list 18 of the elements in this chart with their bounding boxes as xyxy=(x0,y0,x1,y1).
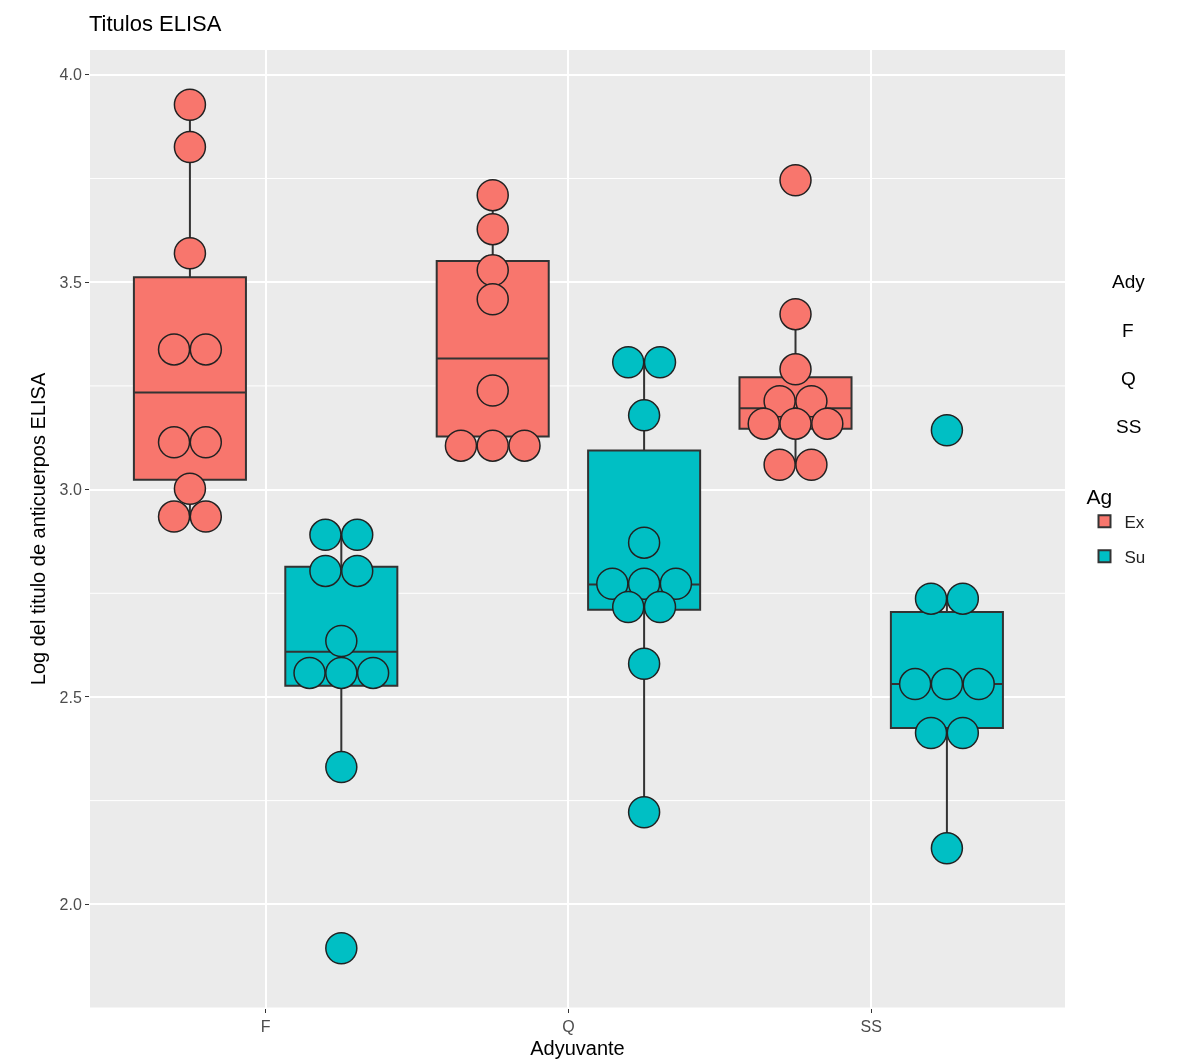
y-tick-label: 4.0 xyxy=(59,66,82,84)
text: F xyxy=(1122,320,1134,341)
x-tick-label: F xyxy=(260,1018,271,1036)
x-axis-title: Adyuvante xyxy=(530,1036,625,1059)
legend-label: Ex xyxy=(1124,512,1145,532)
y-axis-title: Log del titulo de anticuerpos ELISA xyxy=(27,372,50,686)
chart-title: Titulos ELISA xyxy=(88,11,222,37)
y-tick-label: 3.5 xyxy=(59,273,82,291)
y-tick-label: 3.0 xyxy=(59,481,82,499)
x-tick-label: Q xyxy=(562,1018,575,1036)
y-tick-label: 2.5 xyxy=(59,688,82,706)
text: Ady xyxy=(1112,271,1146,292)
legend-label: Su xyxy=(1124,547,1146,567)
y-tick-label: 2.0 xyxy=(59,895,82,913)
x-tick-label: SS xyxy=(860,1018,882,1036)
legend-title: Ag xyxy=(1086,484,1113,508)
text: SS xyxy=(1116,416,1142,437)
text: Q xyxy=(1121,368,1136,389)
